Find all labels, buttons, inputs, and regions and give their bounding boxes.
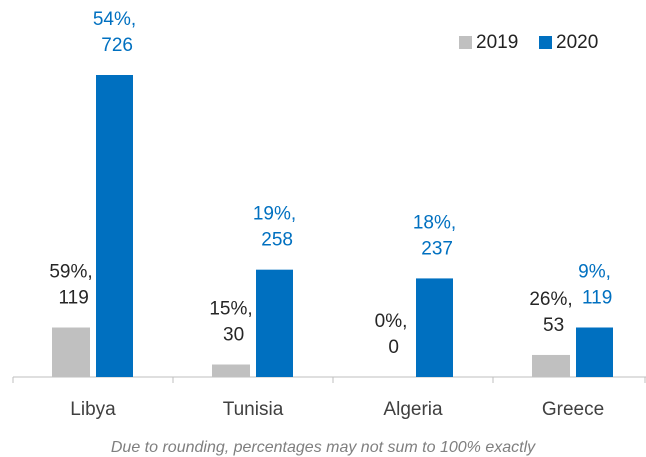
data-label: 18%, 237 xyxy=(413,212,456,259)
bar xyxy=(52,327,90,377)
data-label: 59%, 119 xyxy=(49,262,92,309)
x-tick-label: Algeria xyxy=(383,399,443,420)
data-label: 9%, 119 xyxy=(577,262,613,309)
bar xyxy=(96,75,133,377)
x-tick-label: Libya xyxy=(70,399,116,420)
data-label: 26%, 53 xyxy=(529,289,572,336)
data-label: 19%, 258 xyxy=(253,204,296,251)
data-label: 0%, 0 xyxy=(375,311,408,358)
legend-swatch xyxy=(459,36,472,49)
data-label: 54%, 726 xyxy=(93,9,136,56)
x-tick-label: Greece xyxy=(542,399,604,420)
bar xyxy=(212,364,250,377)
bar xyxy=(256,269,293,377)
legend-swatch xyxy=(539,36,552,49)
bar xyxy=(416,278,453,377)
data-label: 15%, 30 xyxy=(209,299,252,346)
bar xyxy=(532,354,570,377)
x-tick-label: Tunisia xyxy=(223,399,284,420)
bar xyxy=(576,327,613,377)
legend-label: 2019 xyxy=(476,32,518,53)
footnote: Due to rounding, percentages may not sum… xyxy=(111,439,536,456)
legend-label: 2020 xyxy=(556,32,598,53)
